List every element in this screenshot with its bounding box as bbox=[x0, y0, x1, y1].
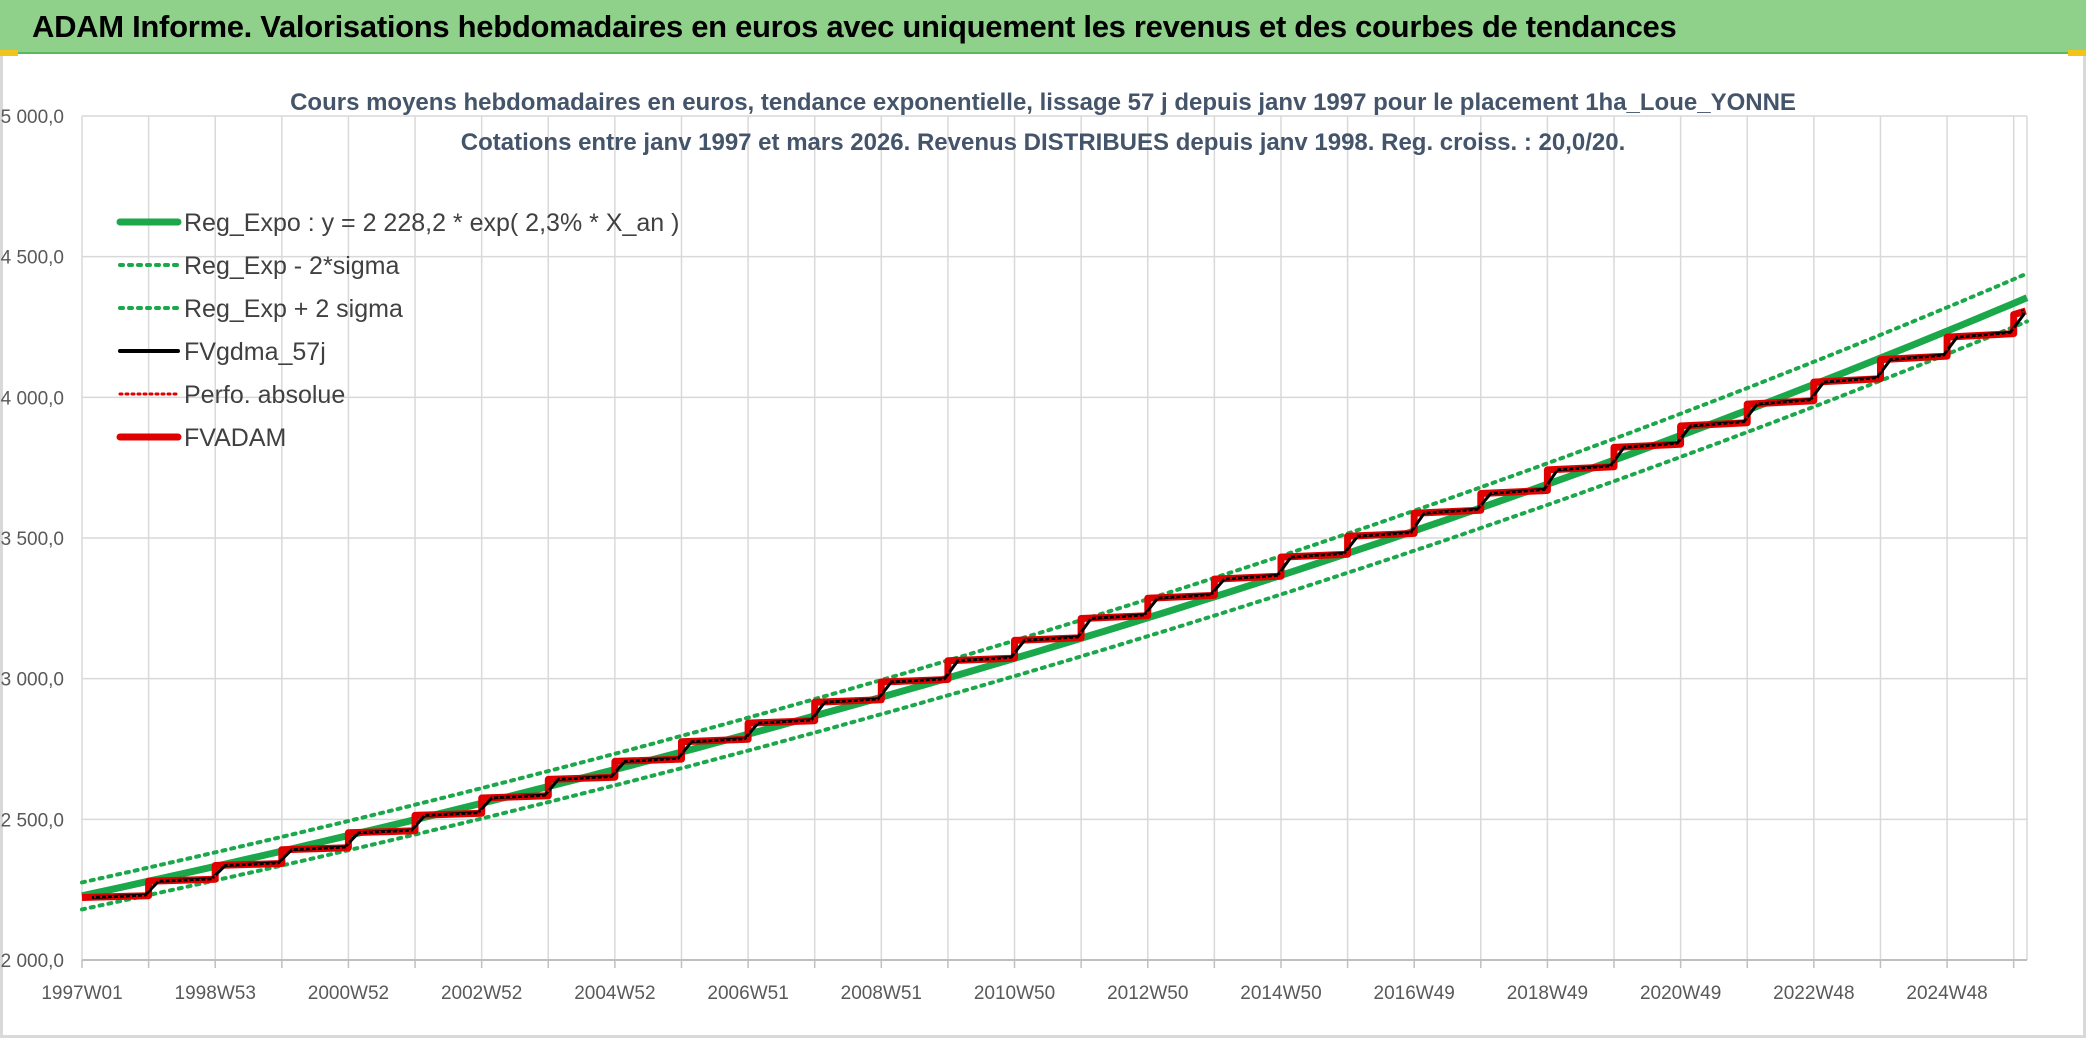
grid-lines bbox=[81, 115, 2028, 968]
x-tick-label: 1997W01 bbox=[41, 983, 122, 1004]
legend: Reg_Expo : y = 2 228,2 * exp( 2,3% * X_a… bbox=[116, 209, 679, 452]
series-reg-exp-plus-2-sigma bbox=[80, 271, 2029, 885]
x-tick-label: 2018W49 bbox=[1507, 983, 1588, 1004]
corner-mark-left bbox=[0, 50, 18, 56]
x-tick-label: 2010W50 bbox=[974, 983, 1055, 1004]
y-tick-label: 3 000,0 bbox=[1, 670, 64, 691]
series-reg-exp-minus-2-sigma bbox=[80, 319, 2029, 912]
series-fvadam bbox=[81, 307, 2027, 901]
chart-subtitle: Cotations entre janv 1997 et mars 2026. … bbox=[461, 129, 1626, 156]
y-tick-label: 2 000,0 bbox=[1, 951, 64, 972]
x-tick-label: 2024W48 bbox=[1906, 983, 1987, 1004]
x-tick-label: 2014W50 bbox=[1240, 983, 1321, 1004]
series-perfo-absolue bbox=[81, 310, 2026, 899]
x-tick-label: 2022W48 bbox=[1773, 983, 1854, 1004]
y-tick-label: 3 500,0 bbox=[1, 529, 64, 550]
x-tick-label: 2004W52 bbox=[574, 983, 655, 1004]
corner-mark-right bbox=[2068, 50, 2086, 56]
y-tick-label: 4 500,0 bbox=[1, 248, 64, 269]
x-tick-label: 2000W52 bbox=[308, 983, 389, 1004]
x-tick-label: 2002W52 bbox=[441, 983, 522, 1004]
plot-area bbox=[80, 271, 2029, 912]
y-tick-label: 4 000,0 bbox=[1, 388, 64, 409]
x-tick-label: 2008W51 bbox=[841, 983, 922, 1004]
series-fvgdma-57j bbox=[91, 309, 2026, 899]
x-tick-label: 1998W53 bbox=[175, 983, 256, 1004]
x-tick-label: 2012W50 bbox=[1107, 983, 1188, 1004]
legend-label: Perfo. absolue bbox=[184, 381, 345, 409]
legend-label: FVADAM bbox=[184, 424, 286, 452]
legend-label: Reg_Exp - 2*sigma bbox=[184, 252, 399, 280]
y-axis-tick-labels: 2 000,0 2 500,0 3 000,0 3 500,0 4 000,0 4 500… bbox=[1, 107, 64, 972]
chart-title: Cours moyens hebdomadaires en euros, ten… bbox=[290, 89, 1796, 116]
report-banner: ADAM Informe. Valorisations hebdomadaire… bbox=[0, 0, 2086, 54]
report-title: ADAM Informe. Valorisations hebdomadaire… bbox=[32, 9, 1677, 44]
x-tick-label: 2020W49 bbox=[1640, 983, 1721, 1004]
chart-frame bbox=[0, 56, 2086, 1038]
legend-label: Reg_Expo : y = 2 228,2 * exp( 2,3% * X_a… bbox=[184, 209, 679, 237]
series-reg-expo bbox=[81, 294, 2029, 900]
legend-label: FVgdma_57j bbox=[184, 338, 326, 366]
legend-label: Reg_Exp + 2 sigma bbox=[184, 295, 403, 323]
y-tick-label: 5 000,0 bbox=[1, 107, 64, 128]
x-tick-label: 2016W49 bbox=[1374, 983, 1455, 1004]
y-tick-label: 2 500,0 bbox=[1, 810, 64, 831]
x-tick-label: 2006W51 bbox=[707, 983, 788, 1004]
x-axis-tick-labels: 1997W01 1998W53 2000W52 2002W52 2004W52 2006W… bbox=[41, 983, 1987, 1004]
